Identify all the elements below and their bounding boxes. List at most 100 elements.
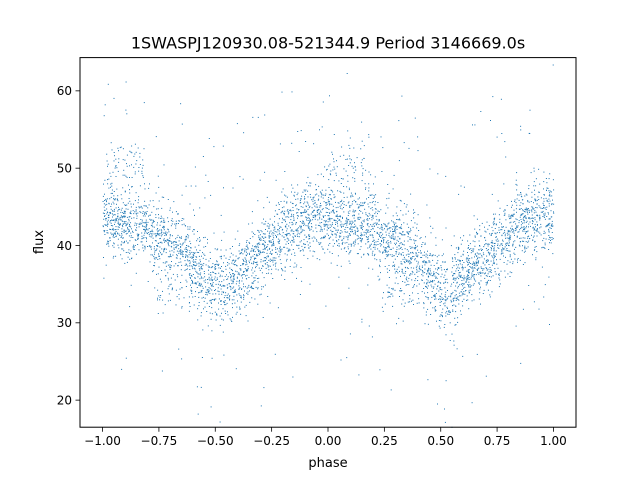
data-point xyxy=(409,298,411,300)
data-point xyxy=(412,287,414,288)
data-point xyxy=(126,154,128,156)
data-point xyxy=(146,224,148,226)
data-point xyxy=(361,159,363,161)
data-point xyxy=(134,245,136,246)
data-point xyxy=(490,120,491,121)
data-point xyxy=(305,211,307,213)
data-point xyxy=(144,226,146,228)
data-point xyxy=(551,224,553,226)
data-point xyxy=(381,241,382,242)
data-point xyxy=(528,217,529,219)
data-point xyxy=(264,244,266,246)
data-point xyxy=(134,153,136,155)
data-point xyxy=(131,186,133,188)
data-point xyxy=(467,252,468,253)
data-point xyxy=(264,248,266,250)
data-point xyxy=(257,248,259,250)
data-point xyxy=(350,245,352,247)
data-point xyxy=(498,277,500,279)
data-point xyxy=(363,219,365,221)
data-point xyxy=(501,244,503,246)
data-point xyxy=(110,222,112,224)
data-point xyxy=(544,207,546,209)
data-point xyxy=(445,291,447,293)
data-point xyxy=(351,220,353,222)
data-point xyxy=(507,234,509,236)
data-point xyxy=(380,237,382,238)
data-point xyxy=(139,185,141,187)
data-point xyxy=(277,269,279,271)
data-point xyxy=(223,292,224,294)
data-point xyxy=(196,251,198,253)
data-point xyxy=(297,230,299,232)
data-point xyxy=(224,295,226,297)
data-point xyxy=(375,208,377,210)
data-point xyxy=(468,269,470,271)
data-point xyxy=(489,280,491,281)
data-point xyxy=(291,239,293,241)
data-point xyxy=(531,217,533,219)
data-point xyxy=(324,195,326,196)
data-point xyxy=(292,249,294,250)
data-point xyxy=(114,199,116,201)
data-point xyxy=(446,298,448,300)
data-point xyxy=(494,268,496,270)
data-point xyxy=(238,245,240,246)
data-point xyxy=(108,245,110,247)
data-point xyxy=(338,276,340,278)
data-point xyxy=(205,294,207,295)
data-point xyxy=(347,211,349,213)
data-point xyxy=(439,295,441,297)
data-point xyxy=(290,219,292,221)
data-point xyxy=(381,237,383,239)
data-point xyxy=(207,265,209,267)
data-point xyxy=(169,268,171,270)
data-point xyxy=(272,235,274,237)
data-point xyxy=(422,270,423,272)
x-tick-label: 1.00 xyxy=(540,434,567,448)
data-point xyxy=(212,271,214,273)
data-point xyxy=(158,255,160,257)
data-point xyxy=(539,183,541,185)
data-point xyxy=(326,202,328,204)
data-point xyxy=(388,246,390,248)
data-point xyxy=(133,246,135,248)
data-point xyxy=(161,232,163,233)
data-point xyxy=(339,224,341,226)
data-point xyxy=(108,241,110,243)
data-point xyxy=(199,249,201,251)
data-point xyxy=(360,210,362,212)
data-point xyxy=(270,273,272,275)
data-point xyxy=(115,226,117,228)
data-point xyxy=(376,223,378,225)
data-point xyxy=(427,257,429,259)
data-point xyxy=(520,227,522,229)
data-point xyxy=(314,218,316,220)
data-point xyxy=(323,223,325,225)
data-point xyxy=(487,243,489,245)
data-point xyxy=(181,264,183,266)
data-point xyxy=(333,197,335,199)
data-point xyxy=(125,233,127,235)
data-point xyxy=(541,208,543,209)
y-tick-label: 60 xyxy=(57,84,72,98)
data-point xyxy=(551,237,553,238)
data-point xyxy=(414,211,416,213)
data-point xyxy=(429,253,431,255)
data-point xyxy=(165,261,167,263)
data-point xyxy=(340,359,342,361)
data-point xyxy=(112,227,114,229)
data-point xyxy=(201,290,203,291)
data-point xyxy=(457,264,459,266)
data-point xyxy=(163,238,165,240)
data-point xyxy=(207,279,208,280)
data-point xyxy=(279,259,281,261)
data-point xyxy=(498,273,500,275)
data-point xyxy=(371,194,373,196)
data-point xyxy=(296,208,298,210)
data-point xyxy=(543,181,545,183)
data-point xyxy=(414,247,416,249)
data-point xyxy=(392,247,394,249)
data-point xyxy=(429,281,431,283)
data-point xyxy=(191,256,193,258)
